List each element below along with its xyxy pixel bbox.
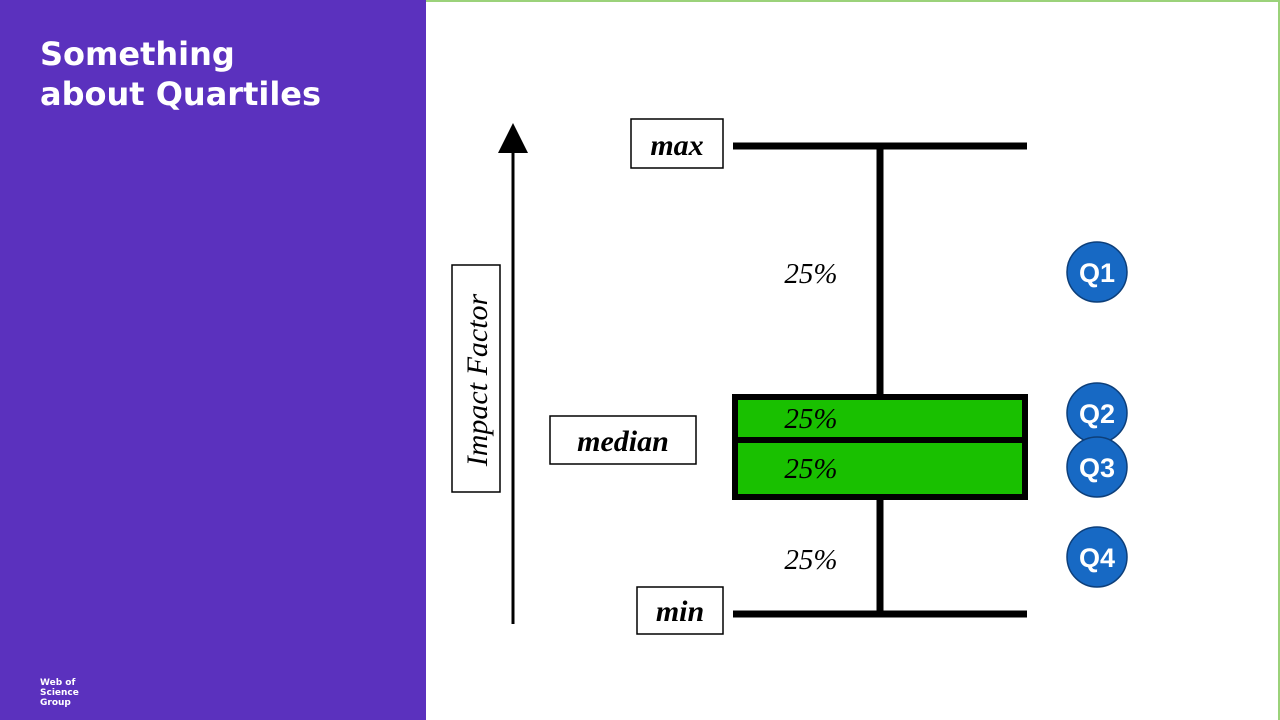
min-label: min [656,595,704,628]
percentage: 25% [784,453,837,485]
quartile-label: Q2 [1079,399,1115,429]
percentage: 25% [784,403,837,435]
quartile-badge [1066,526,1128,588]
axis-label: Impact Factor [461,293,494,467]
quartile-label: Q4 [1079,543,1115,573]
label-box [636,586,724,635]
percentage: 25% [784,544,837,576]
label-box [549,415,697,465]
frame [426,0,1280,720]
quartile-badge [1066,436,1128,498]
quartile-label: Q1 [1079,258,1115,288]
percentage: 25% [784,258,837,290]
quartile-label: Q3 [1079,453,1115,483]
axis-label-box [451,264,501,493]
logo: Web of Science Group [40,678,79,708]
quartile-badge [1066,241,1128,303]
box [732,394,1028,500]
sidebar: Something about Quartiles Web of Science… [0,0,426,720]
slide-title: Something about Quartiles [40,35,322,113]
label-box [630,118,724,169]
median-label: median [577,425,669,458]
max-label: max [650,129,703,162]
